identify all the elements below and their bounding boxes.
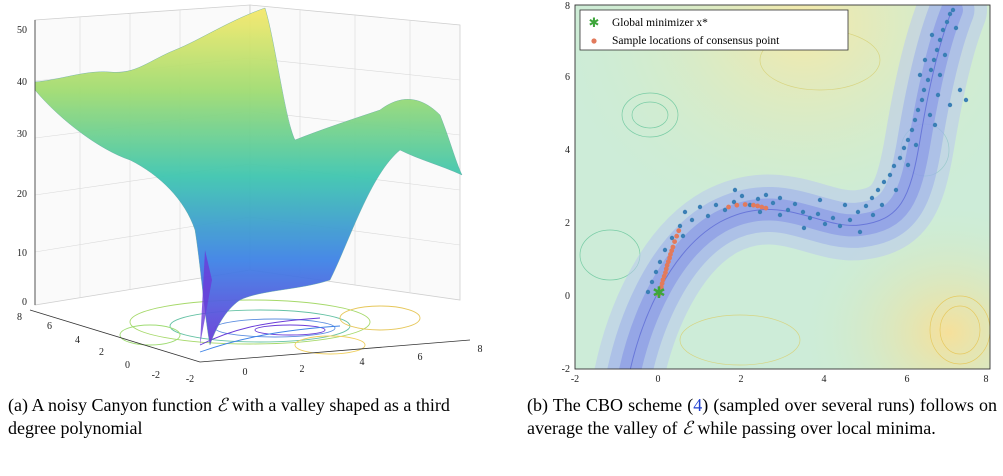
legend-star-icon: ✱ [589,16,600,31]
x-tick-label: 0 [656,374,661,385]
floor-contours [119,299,421,355]
x-tick-label: 8 [984,374,989,385]
y-tick-label: 0 [125,360,130,371]
y-tick-label: 2 [99,347,104,358]
particle-cloud [645,7,969,295]
consensus-point [670,244,676,250]
y-tick-label: 4 [75,335,80,346]
x-tick-label: 6 [905,374,910,385]
y-tick-labels-a: 8 6 4 2 0 -2 [17,312,160,381]
global-minimizer-marker: ✱ [652,283,665,302]
consensus-point [659,281,665,286]
consensus-point [665,259,671,265]
z-tick-label: 30 [17,129,27,140]
z-tick-label: 50 [17,25,27,36]
svg-text:✱: ✱ [652,283,665,302]
consensus-point [664,262,670,268]
caption-a-prefix: (a) A noisy Canyon function [8,395,217,415]
caption-b-part3: while passing over local minima. [692,418,936,438]
consensus-point [676,228,682,234]
legend-consensus-label: Sample locations of consensus point [612,35,780,47]
x-tick-labels-a: -2 0 2 4 6 8 [186,344,483,385]
x-tick-label: 4 [822,374,827,385]
x-tick-label: 2 [300,364,305,375]
consensus-point [751,202,756,208]
x-tick-label: 6 [418,352,423,363]
caption-a-suffix: with a valley shaped as a third degree p… [8,395,450,438]
consensus-point [658,284,664,290]
caption-a-symbol: ℰ [216,395,228,415]
legend-global-min-label: Global minimizer x* [612,17,708,29]
x-tick-label: -2 [186,374,194,385]
y-tick-label: 0 [565,291,570,302]
y-tick-label: -2 [562,364,570,375]
consensus-point [674,233,680,239]
consensus-point [663,266,669,272]
consensus-point [668,251,673,257]
caption-a: (a) A noisy Canyon function ℰ with a val… [8,394,478,440]
equation-ref-link[interactable]: 4 [693,395,703,415]
x-tick-labels-b: -2 0 2 4 6 8 [571,374,989,385]
x-tick-label: 2 [739,374,744,385]
consensus-point [663,270,668,275]
x-tick-label: 4 [360,357,365,368]
consensus-point [669,248,675,254]
contour-background [575,5,990,369]
y-tick-label: 4 [565,145,570,156]
consensus-point [763,205,769,211]
canyon-surface-plot: 50 40 30 20 10 0 8 6 4 2 0 -2 -2 0 2 4 6… [17,4,483,385]
canyon-surface [34,7,463,346]
caption-b-symbol: ℰ [681,418,693,438]
z-tick-label: 0 [22,297,27,308]
consensus-point [672,239,677,245]
y-tick-label: 8 [17,312,22,323]
axes-a [29,20,471,363]
plot-frame [574,4,991,370]
y-tick-label: 6 [565,72,570,83]
caption-b-part2: ) (sampled over several runs) follows on… [527,395,997,438]
consensus-point [667,255,673,261]
legend: ✱ Global minimizer x* Sample locations o… [579,9,849,51]
y-tick-labels-b: 8 6 4 2 0 -2 [562,1,570,375]
x-tick-label: -2 [571,374,579,385]
z-tick-label: 40 [17,77,27,88]
consensus-point [660,277,666,283]
z-tick-labels: 50 40 30 20 10 0 [17,25,27,308]
legend-dot-icon [591,38,597,44]
consensus-point [661,273,667,279]
z-tick-label: 20 [17,189,27,200]
consensus-points [656,202,769,297]
y-tick-label: 6 [47,321,52,332]
consensus-point [726,204,731,210]
x-tick-label: 8 [478,344,483,355]
consensus-point [755,203,760,209]
cbo-trajectory-plot: ✱ ✱ Global minimizer x* Sample locations… [562,1,991,385]
consensus-point [759,204,765,210]
consensus-point [742,202,748,207]
z-tick-label: 10 [17,248,27,259]
y-tick-label: -2 [152,370,160,381]
x-tick-label: 0 [243,367,248,378]
caption-b: (b) The CBO scheme (4) (sampled over sev… [527,394,997,440]
consensus-point [657,288,663,294]
y-tick-label: 2 [565,218,570,229]
caption-b-part1: (b) The CBO scheme ( [527,395,694,415]
consensus-point [734,202,740,208]
consensus-point [656,291,662,297]
y-tick-label: 8 [565,1,570,12]
